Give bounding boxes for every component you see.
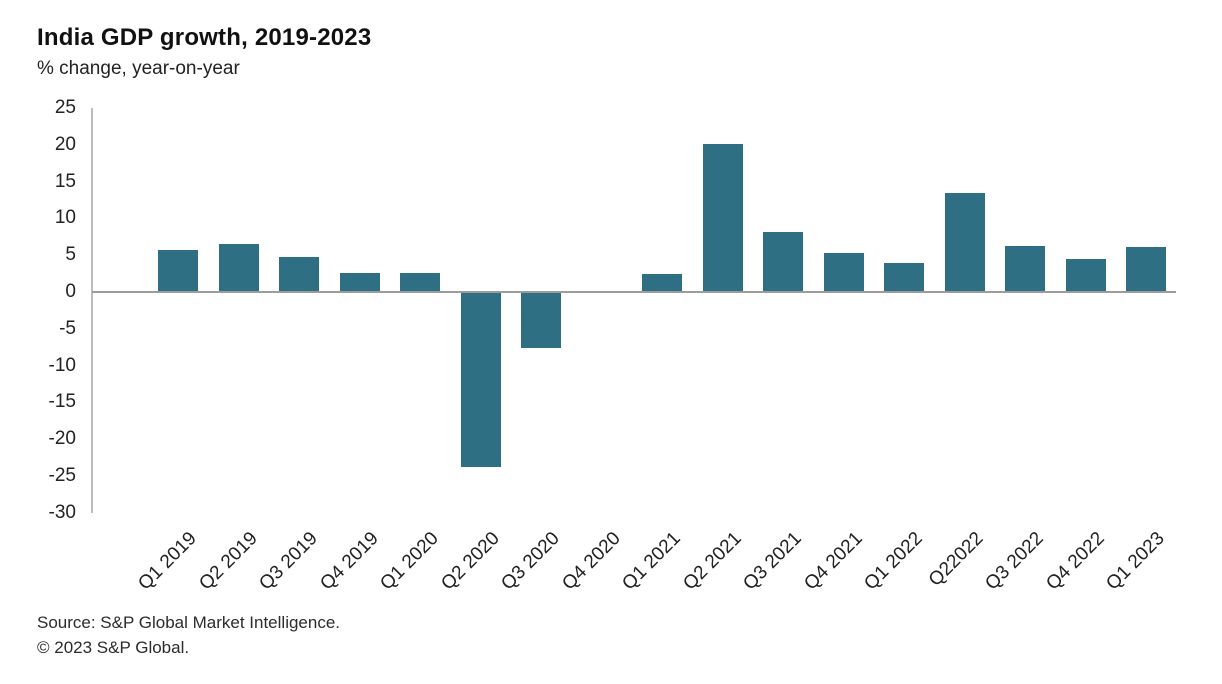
bar: [339, 272, 380, 292]
y-axis-label: -25: [48, 465, 76, 486]
x-axis-label-text: Q1 2023: [1102, 528, 1169, 595]
bar: [158, 250, 198, 292]
bar: [400, 272, 440, 292]
y-axis-label: -20: [48, 428, 76, 450]
chart-subtitle: % change, year-on-year: [37, 58, 240, 79]
copyright-note: © 2023 S&P Global.: [37, 638, 190, 657]
bar: [642, 274, 682, 292]
bar: [823, 252, 864, 292]
y-axis-label: 10: [54, 207, 76, 229]
bar: [944, 193, 985, 292]
y-axis-line: [91, 108, 93, 513]
y-axis-label: -10: [48, 354, 76, 376]
y-axis-label: 15: [54, 170, 76, 192]
chart-title: India GDP growth, 2019-2023: [37, 24, 372, 51]
y-axis-label: 5: [65, 244, 76, 266]
bar: [1065, 258, 1106, 292]
y-axis-label: -5: [59, 317, 76, 339]
bar: [702, 144, 743, 292]
bar: [218, 244, 259, 292]
bar: [1126, 247, 1166, 292]
bar: [279, 257, 319, 292]
bar: [1005, 246, 1045, 292]
bar: [460, 292, 501, 468]
bar: [884, 262, 924, 292]
x-axis-label: Q1 2023: [934, 528, 1168, 594]
y-axis-label: 25: [54, 97, 76, 118]
source-note: Source: S&P Global Market Intelligence.: [37, 613, 341, 632]
y-axis-label: -30: [48, 501, 76, 523]
y-axis-label: 20: [54, 133, 76, 155]
y-axis-label: 0: [65, 281, 76, 302]
bar: [521, 292, 561, 348]
y-axis-label: -15: [48, 391, 76, 413]
bar: [763, 231, 803, 292]
zero-baseline: [92, 291, 1176, 293]
